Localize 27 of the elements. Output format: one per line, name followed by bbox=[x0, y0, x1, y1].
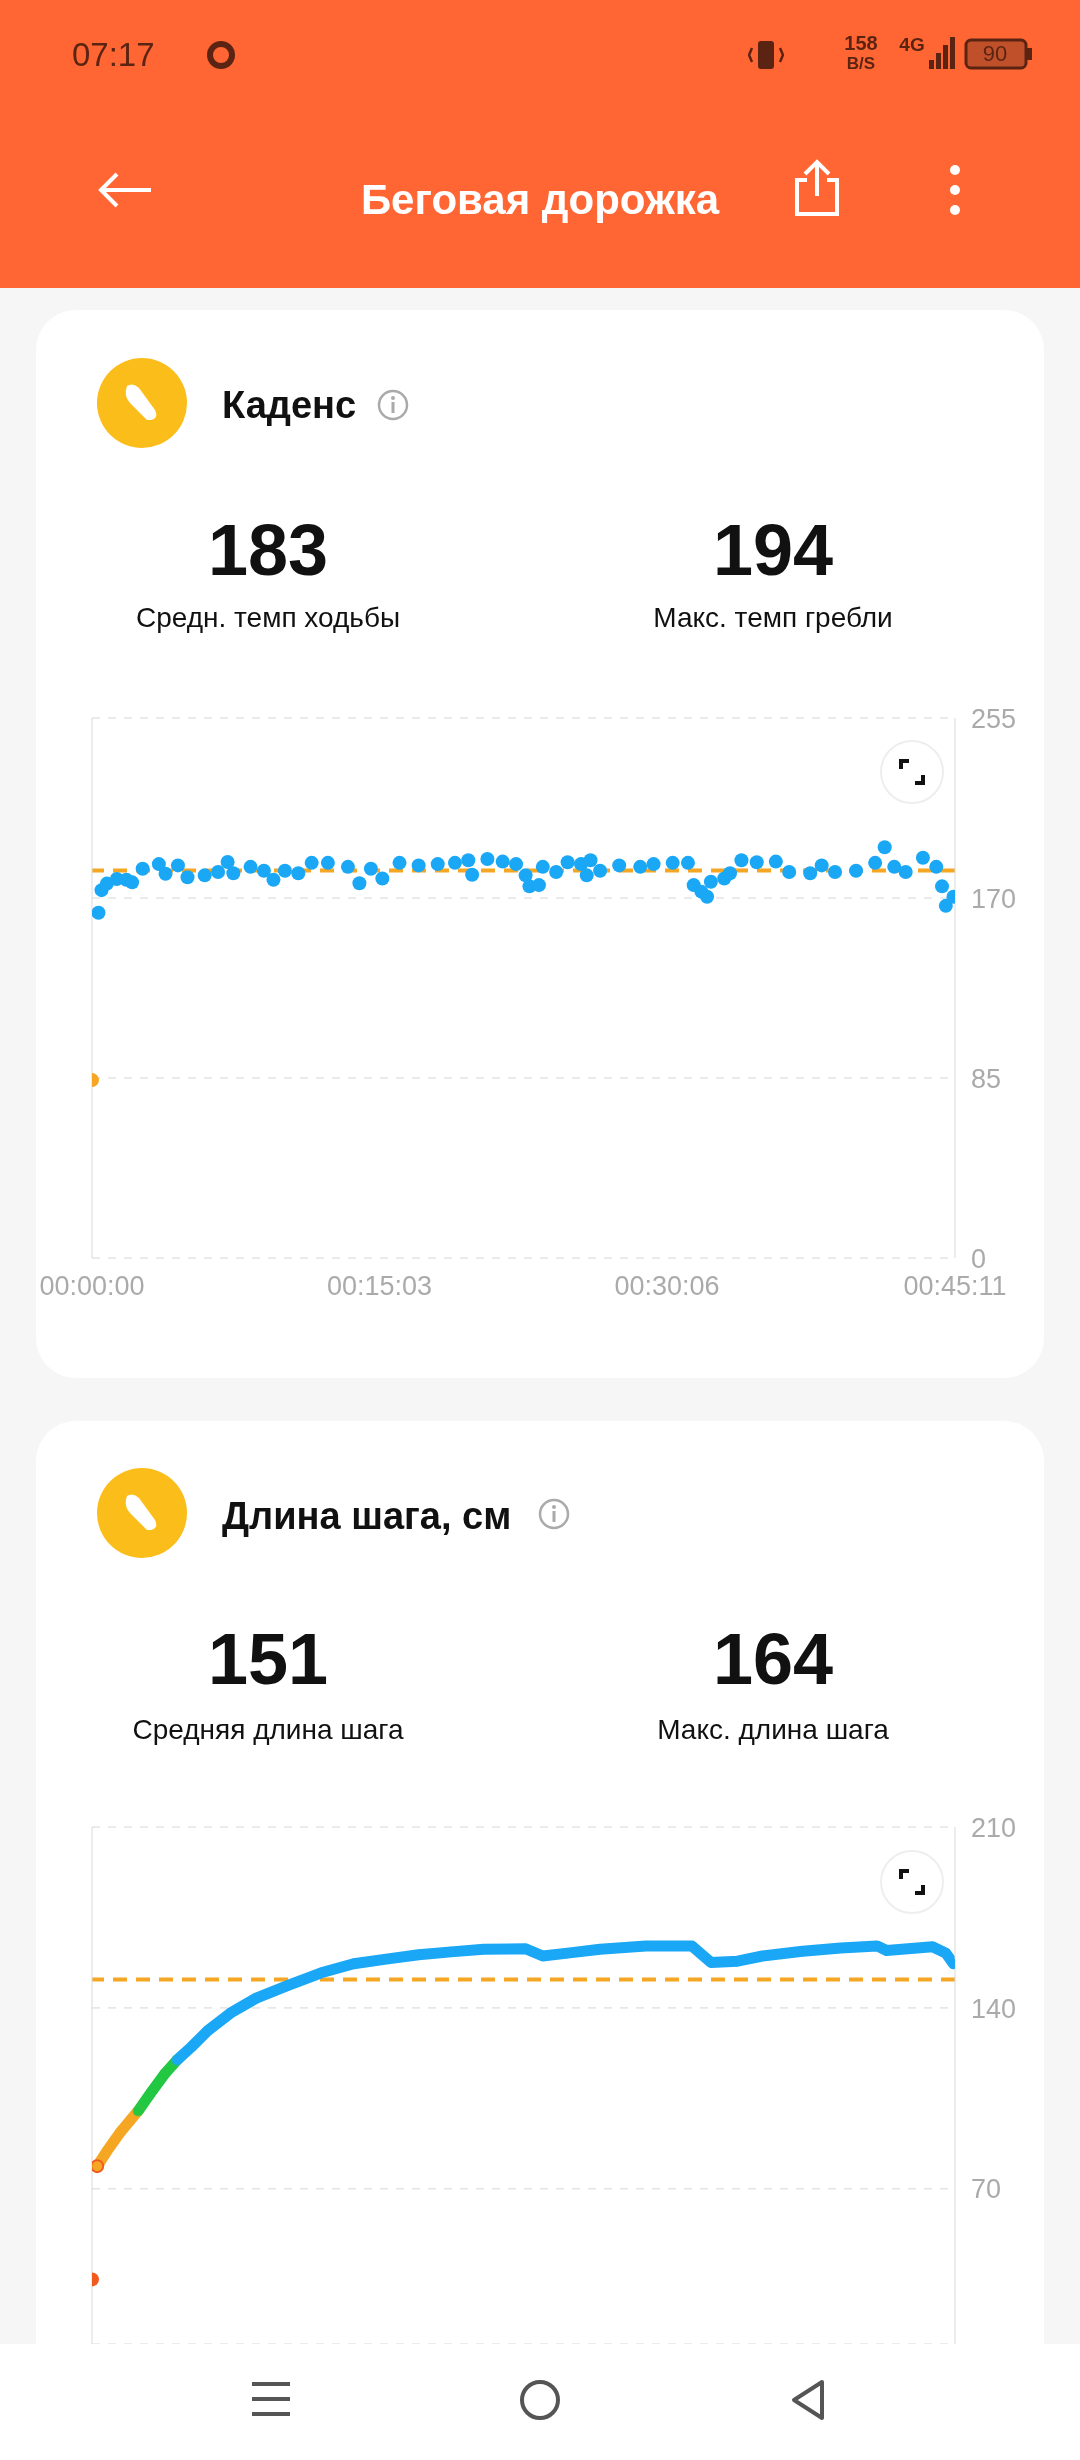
text: Средняя длина шага bbox=[132, 1714, 404, 1746]
text: Макс. темп гребли bbox=[653, 602, 893, 634]
text: 164 bbox=[712, 1618, 834, 1700]
x-tick-label: 00:45:11 bbox=[903, 1271, 1007, 1302]
text: 194 bbox=[712, 509, 834, 591]
text: 151 bbox=[207, 1618, 329, 1700]
text: Средн. темп ходьбы bbox=[135, 602, 401, 634]
chart-title: Каденс bbox=[222, 383, 357, 427]
y-tick-label: 70 bbox=[971, 2174, 1002, 2205]
text: 158 bbox=[844, 31, 878, 55]
y-tick-label: 170 bbox=[971, 883, 1017, 914]
y-tick-label: 210 bbox=[971, 1812, 1017, 1843]
y-tick-label: 140 bbox=[971, 1993, 1017, 2024]
chart-title: Длина шага, см bbox=[222, 1494, 512, 1538]
y-tick-label: 0 bbox=[971, 1243, 987, 1274]
text: Беговая дорожка bbox=[360, 176, 720, 224]
x-tick-label: 00:15:03 bbox=[326, 1271, 433, 1302]
x-tick-label: 00:00:00 bbox=[39, 1271, 145, 1302]
text: Макс. длина шага bbox=[657, 1714, 889, 1746]
text: B/S bbox=[846, 54, 876, 74]
text: 183 bbox=[207, 509, 329, 591]
text: 07:17 bbox=[72, 36, 155, 74]
y-tick-label: 85 bbox=[971, 1063, 1002, 1094]
y-tick-label: 255 bbox=[971, 703, 1017, 734]
text: 90 bbox=[982, 41, 1008, 67]
text: 4G bbox=[899, 34, 925, 56]
x-tick-label: 00:30:06 bbox=[614, 1271, 720, 1302]
